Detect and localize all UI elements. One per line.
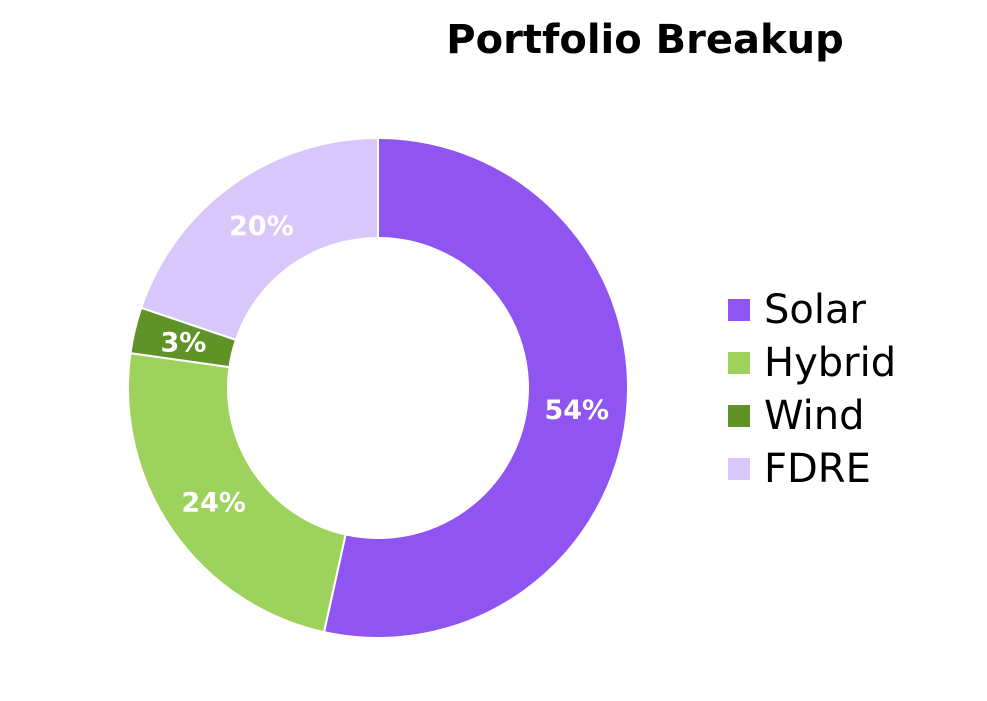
slice bbox=[139, 136, 379, 342]
legend-label: Hybrid bbox=[764, 340, 896, 386]
legend-label: Solar bbox=[764, 287, 866, 333]
legend-label: FDRE bbox=[764, 446, 871, 492]
value-label: 54% bbox=[544, 395, 609, 426]
legend-label: Wind bbox=[764, 393, 865, 439]
chart-title: Portfolio Breakup bbox=[446, 17, 843, 63]
value-label: 3% bbox=[160, 327, 206, 358]
legend-swatch bbox=[728, 458, 750, 480]
slice bbox=[127, 351, 347, 634]
value-label: 20% bbox=[229, 211, 294, 242]
value-label: 24% bbox=[181, 488, 246, 519]
legend-swatch bbox=[728, 405, 750, 427]
legend-swatch bbox=[728, 352, 750, 374]
slice bbox=[322, 136, 629, 639]
legend-swatch bbox=[728, 299, 750, 321]
